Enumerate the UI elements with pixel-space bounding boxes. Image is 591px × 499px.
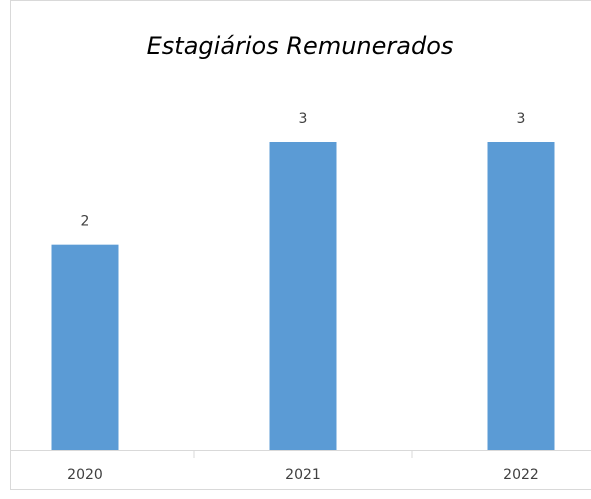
- data-label: 3: [299, 111, 308, 127]
- x-tick-label: 2021: [285, 467, 321, 483]
- chart-title: Estagiários Remunerados: [147, 32, 454, 60]
- data-label: 2: [81, 214, 90, 230]
- x-tick-label: 2022: [503, 467, 539, 483]
- data-label: 3: [517, 111, 526, 127]
- bar: [51, 244, 119, 450]
- bar: [487, 142, 555, 450]
- bar: [269, 142, 337, 450]
- x-tick-label: 2020: [67, 467, 103, 483]
